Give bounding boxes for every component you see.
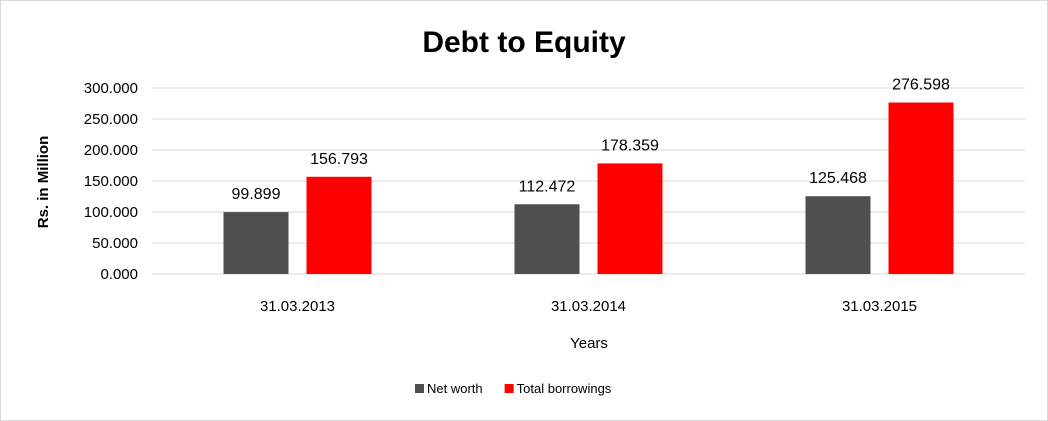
chart-title: Debt to Equity	[422, 26, 626, 59]
bar-net-worth	[223, 212, 289, 274]
legend-label: Net worth	[427, 381, 483, 396]
bar-total-borrowings	[888, 102, 954, 274]
y-tick-label: 50.000	[92, 235, 138, 252]
y-tick-label: 250.000	[84, 111, 138, 128]
bar-net-worth	[805, 196, 871, 274]
y-tick-label: 300.000	[84, 80, 138, 97]
data-labels: 99.899 156.793 112.472 178.359 125.468 276.59…	[232, 77, 950, 204]
gridlines	[152, 87, 1025, 275]
data-label: 112.472	[519, 178, 576, 195]
y-tick-label: 100.000	[84, 204, 138, 221]
x-category-label: 31.03.2013	[260, 298, 335, 315]
bar-total-borrowings	[306, 176, 372, 274]
x-axis-title: Years	[570, 335, 608, 352]
legend-swatch	[415, 384, 424, 393]
y-axis-title: Rs. in Million	[35, 136, 52, 229]
bar-total-borrowings	[597, 163, 663, 274]
x-axis-categories: 31.03.2013 31.03.2014 31.03.2015	[260, 298, 917, 315]
bar-net-worth	[514, 204, 580, 274]
data-label: 178.359	[601, 137, 659, 154]
data-label: 125.468	[809, 170, 867, 187]
x-category-label: 31.03.2015	[842, 298, 917, 315]
bars	[223, 102, 954, 274]
legend-swatch	[504, 384, 514, 393]
y-tick-label: 200.000	[84, 142, 138, 159]
legend-label: Total borrowings	[517, 381, 612, 396]
x-category-label: 31.03.2014	[551, 298, 626, 315]
y-tick-label: 150.000	[84, 173, 138, 190]
data-label: 276.598	[892, 77, 950, 94]
y-tick-label: 0.000	[100, 266, 138, 283]
legend: Net worth Total borrowings	[415, 381, 612, 396]
y-axis-ticks: 0.000 50.000 100.000 150.000 200.000 250.000 3…	[84, 80, 138, 283]
data-label: 156.793	[310, 151, 368, 168]
data-label: 99.899	[232, 186, 281, 203]
